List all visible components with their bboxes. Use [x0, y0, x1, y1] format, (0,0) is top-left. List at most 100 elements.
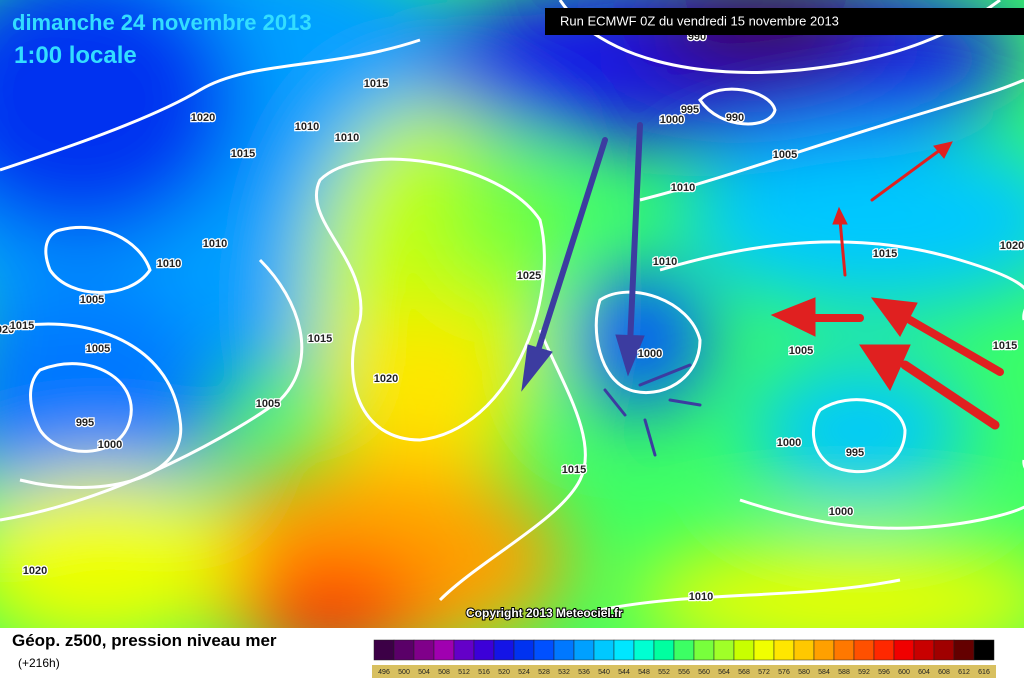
scale-swatch: [713, 639, 735, 661]
scale-swatch: [473, 639, 495, 661]
lead-time: (+216h): [18, 656, 60, 670]
scale-swatch: [493, 639, 515, 661]
scale-swatch: [373, 639, 395, 661]
scale-swatch: [933, 639, 955, 661]
scale-swatch: [553, 639, 575, 661]
isobar-label: 1015: [562, 464, 586, 476]
scale-label: 616: [978, 669, 990, 676]
isobar-label: 1010: [157, 258, 181, 270]
scale-swatch: [793, 639, 815, 661]
isobar-label: 1010: [203, 238, 227, 250]
scale-label: 596: [878, 669, 890, 676]
scale-label: 536: [578, 669, 590, 676]
isobar-label: 1010: [689, 591, 713, 603]
isobar-label: 1020: [1000, 240, 1024, 252]
scale-label: 588: [838, 669, 850, 676]
isobar-label: 1010: [671, 182, 695, 194]
isobar-label: 995: [76, 417, 94, 429]
scale-swatch: [593, 639, 615, 661]
scale-label: 564: [718, 669, 730, 676]
isobar-label: 1015: [231, 148, 255, 160]
isobar-label: 1015: [10, 320, 34, 332]
scale-label: 600: [898, 669, 910, 676]
scale-label: 592: [858, 669, 870, 676]
scale-label: 608: [938, 669, 950, 676]
isobar-label: 1000: [829, 506, 853, 518]
scale-label: 500: [398, 669, 410, 676]
scale-swatch: [673, 639, 695, 661]
scale-label: 612: [958, 669, 970, 676]
scale-label: 504: [418, 669, 430, 676]
run-label: Run ECMWF 0Z du vendredi 15 novembre 201…: [560, 13, 839, 28]
isobar-label: 1005: [256, 398, 280, 410]
flow-arrows: [521, 122, 1004, 457]
scale-label: 552: [658, 669, 670, 676]
isobar-label: 995: [681, 104, 699, 116]
scale-label: 604: [918, 669, 930, 676]
isobar-label: 1010: [653, 256, 677, 268]
scale-swatch: [533, 639, 555, 661]
scale-swatch: [433, 639, 455, 661]
scale-label: 584: [818, 669, 830, 676]
isobar-label: 1005: [80, 294, 104, 306]
isobar-label: 1000: [638, 348, 662, 360]
scale-label: 528: [538, 669, 550, 676]
isobar-label: 1010: [295, 121, 319, 133]
scale-label: 556: [678, 669, 690, 676]
scale-swatch: [873, 639, 895, 661]
isobar-label: 1015: [364, 78, 388, 90]
scale-label: 532: [558, 669, 570, 676]
scale-swatch: [693, 639, 715, 661]
scale-swatch: [893, 639, 915, 661]
isobar-label: 1020: [0, 324, 14, 336]
scale-label: 560: [698, 669, 710, 676]
scale-label: 524: [518, 669, 530, 676]
scale-label: 512: [458, 669, 470, 676]
scale-swatch: [513, 639, 535, 661]
scale-swatch: [853, 639, 875, 661]
isobar-label: 995: [846, 447, 864, 459]
time-title: 1:00 locale: [14, 42, 137, 69]
scale-swatch: [393, 639, 415, 661]
scale-label: 576: [778, 669, 790, 676]
isobar-label: 1015: [308, 333, 332, 345]
map-field: 1020101510101010101510101010100510201015…: [0, 0, 1024, 628]
scale-label: 548: [638, 669, 650, 676]
isobar-label: 1020: [191, 112, 215, 124]
scale-swatch: [773, 639, 795, 661]
isobar-label: 1000: [660, 114, 684, 126]
isobar-label: 1000: [777, 437, 801, 449]
isobar-label: 990: [726, 112, 744, 124]
scale-swatch: [913, 639, 935, 661]
isobar-label: 1000: [98, 439, 122, 451]
scale-label-strip: [372, 665, 996, 678]
scale-label: 540: [598, 669, 610, 676]
isobar-label: 1025: [517, 270, 541, 282]
date-title: dimanche 24 novembre 2013: [12, 10, 312, 35]
scale-swatch: [813, 639, 835, 661]
isobar-label: 1015: [873, 248, 897, 260]
scale-label: 516: [478, 669, 490, 676]
scale-label: 544: [618, 669, 630, 676]
isobar-label: 1010: [335, 132, 359, 144]
scale-swatch: [573, 639, 595, 661]
scale-swatch: [833, 639, 855, 661]
isobar-label: 1005: [773, 149, 797, 161]
scale-swatch: [413, 639, 435, 661]
run-banner: [545, 8, 1024, 35]
scale-swatch: [973, 639, 995, 661]
copyright: Copyright 2013 Meteociel.fr: [466, 606, 623, 620]
scale-swatch: [633, 639, 655, 661]
scale-label: 572: [758, 669, 770, 676]
scale-swatch: [653, 639, 675, 661]
isobar-label: 1020: [23, 565, 47, 577]
isobar-label: 1005: [789, 345, 813, 357]
scale-label: 580: [798, 669, 810, 676]
scale-swatch: [953, 639, 975, 661]
product-title: Géop. z500, pression niveau mer: [12, 631, 277, 650]
isobar-label: 1005: [86, 343, 110, 355]
scale-swatch: [613, 639, 635, 661]
scale-swatch: [753, 639, 775, 661]
color-scale: 496 500 504 508 512 516 520 524 528 532 536 540 544 5…: [372, 639, 996, 678]
